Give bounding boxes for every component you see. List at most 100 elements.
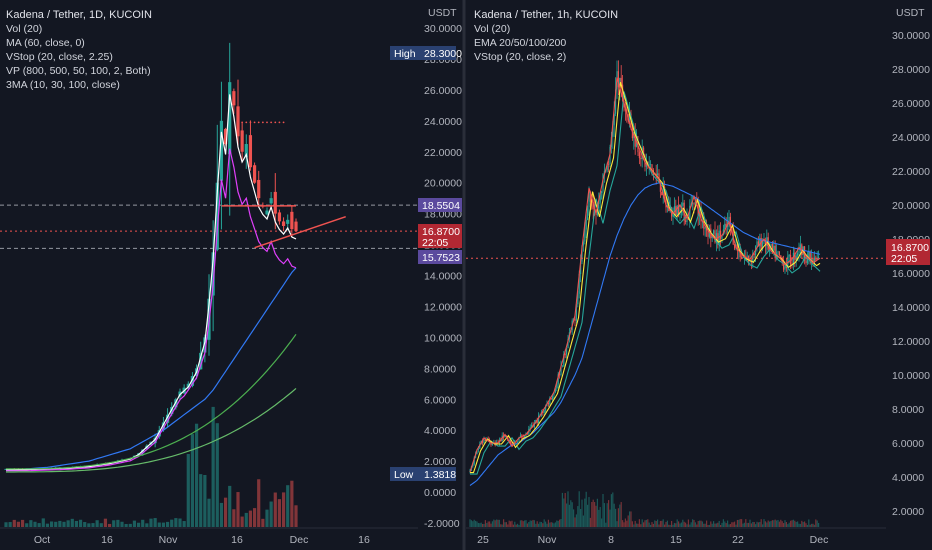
right-candle-body[interactable] (547, 402, 549, 405)
right-candle-body[interactable] (581, 245, 583, 262)
right-candle-body[interactable] (479, 444, 481, 449)
right-candle-body[interactable] (484, 439, 486, 441)
right-candle-body[interactable] (587, 207, 589, 220)
right-candle-body[interactable] (549, 398, 551, 405)
right-candle-body[interactable] (739, 250, 741, 258)
right-candle-body[interactable] (559, 374, 561, 376)
right-candle-body[interactable] (518, 437, 520, 442)
right-candle-body[interactable] (483, 439, 485, 443)
right-candle-body[interactable] (680, 205, 682, 213)
right-candle-body[interactable] (783, 260, 785, 270)
right-candle-body[interactable] (746, 255, 748, 257)
right-candle-body[interactable] (651, 164, 653, 170)
right-candle-body[interactable] (818, 256, 820, 259)
left-candle-body[interactable] (203, 337, 207, 353)
right-candle-body[interactable] (482, 440, 484, 443)
right-candle-body[interactable] (773, 245, 775, 251)
right-candle-body[interactable] (533, 423, 535, 428)
right-candle-body[interactable] (815, 257, 817, 260)
right-candle-body[interactable] (531, 424, 533, 428)
right-candle-body[interactable] (692, 203, 694, 205)
right-candle-body[interactable] (741, 257, 743, 258)
right-candle-body[interactable] (812, 258, 814, 264)
left-candle-body[interactable] (219, 120, 224, 181)
left-candle-body[interactable] (228, 82, 232, 155)
right-candle-body[interactable] (476, 450, 478, 454)
left-candles[interactable] (4, 42, 298, 470)
right-candle-body[interactable] (510, 440, 512, 444)
left-candle-body[interactable] (165, 414, 170, 423)
right-candle-body[interactable] (595, 214, 597, 215)
left-candle-body[interactable] (265, 210, 269, 215)
right-candle-body[interactable] (619, 77, 621, 88)
right-candle-body[interactable] (734, 244, 736, 249)
right-candle-body[interactable] (673, 206, 675, 212)
right-candle-body[interactable] (729, 216, 731, 227)
right-candle-body[interactable] (472, 464, 474, 467)
right-candle-body[interactable] (622, 84, 624, 101)
right-candle-body[interactable] (693, 203, 695, 205)
right-candle-body[interactable] (491, 442, 493, 446)
right-candle-body[interactable] (655, 173, 657, 175)
left-candle-body[interactable] (294, 221, 298, 232)
right-candle-body[interactable] (685, 220, 687, 223)
right-candle-body[interactable] (566, 348, 568, 355)
right-candle-body[interactable] (725, 223, 727, 227)
right-candle-body[interactable] (778, 251, 780, 256)
right-candle-body[interactable] (762, 241, 764, 250)
right-candle-body[interactable] (760, 237, 762, 250)
left-candle-body[interactable] (281, 221, 286, 226)
left-candle-body[interactable] (269, 198, 273, 204)
right-candle-body[interactable] (676, 205, 678, 216)
right-candle-body[interactable] (564, 354, 566, 355)
right-candle-body[interactable] (552, 395, 554, 400)
right-candle-body[interactable] (612, 125, 614, 137)
right-candles[interactable] (469, 60, 820, 474)
right-candle-body[interactable] (557, 374, 559, 385)
right-candle-body[interactable] (679, 212, 681, 215)
right-candle-body[interactable] (724, 223, 726, 230)
right-candle-body[interactable] (808, 252, 810, 259)
right-candle-body[interactable] (577, 293, 579, 305)
right-candle-body[interactable] (753, 253, 755, 255)
right-indicator-3[interactable]: VStop (20, close, 2) (474, 51, 566, 63)
right-candle-body[interactable] (536, 419, 538, 423)
right-candle-body[interactable] (785, 266, 787, 268)
right-candle-body[interactable] (700, 208, 702, 222)
right-candle-body[interactable] (567, 339, 569, 349)
right-candle-body[interactable] (543, 410, 545, 413)
right-candle-body[interactable] (641, 147, 643, 160)
right-candle-body[interactable] (553, 392, 555, 396)
left-chart-title[interactable]: Kadena / Tether, 1D, KUCOIN (6, 9, 152, 21)
right-candle-body[interactable] (770, 243, 772, 247)
left-candle-body[interactable] (252, 165, 257, 183)
right-candle-body[interactable] (554, 388, 556, 393)
right-candle-body[interactable] (662, 186, 664, 196)
right-candle-body[interactable] (538, 415, 540, 423)
right-candle-body[interactable] (473, 457, 475, 465)
right-candle-body[interactable] (524, 435, 526, 439)
right-candle-body[interactable] (575, 304, 577, 321)
right-candle-body[interactable] (545, 405, 547, 411)
left-candle-body[interactable] (190, 376, 195, 386)
right-candle-body[interactable] (640, 158, 642, 160)
right-candle-body[interactable] (736, 244, 738, 251)
right-candle-body[interactable] (764, 239, 766, 246)
right-candle-body[interactable] (788, 254, 790, 257)
right-candle-body[interactable] (816, 258, 818, 260)
right-candle-body[interactable] (617, 71, 619, 88)
left-indicator-1[interactable]: Vol (20) (6, 23, 42, 35)
right-candle-body[interactable] (580, 261, 582, 275)
right-candle-body[interactable] (813, 257, 815, 264)
right-candle-body[interactable] (603, 171, 605, 174)
left-candle-body[interactable] (240, 130, 244, 152)
right-candle-body[interactable] (602, 173, 604, 192)
right-candle-body[interactable] (648, 164, 650, 166)
right-candle-body[interactable] (780, 255, 782, 259)
right-candle-body[interactable] (771, 243, 773, 251)
right-candle-body[interactable] (515, 441, 517, 443)
left-indicator-3[interactable]: VStop (20, close, 2.25) (6, 51, 113, 63)
right-candle-body[interactable] (777, 251, 779, 253)
right-candle-body[interactable] (703, 220, 705, 229)
right-candle-body[interactable] (774, 245, 776, 259)
